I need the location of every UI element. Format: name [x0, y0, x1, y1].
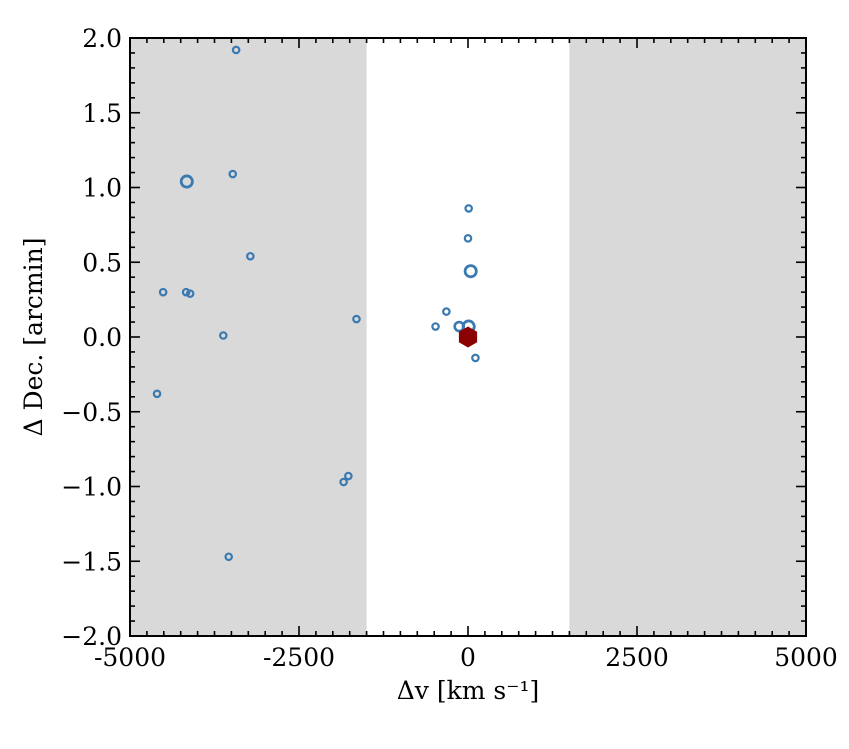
y-tick-label: 0.0: [82, 323, 122, 352]
tick-labels: -5000 -2500 0 2500 5000 −2.0 −1.5 −1.0 −0.5 0.0 0.…: [61, 24, 838, 672]
shaded-region-1: [130, 38, 367, 636]
scatter-point: [471, 353, 480, 363]
scatter-point: [431, 322, 440, 331]
scatter-point: [464, 204, 473, 213]
scatter-point: [228, 169, 238, 179]
shaded-region-2: [569, 38, 806, 636]
scatter-point: [339, 477, 348, 487]
scatter-point: [344, 471, 353, 481]
x-tick-label: -2500: [263, 643, 335, 672]
x-tick-label: 2500: [605, 643, 669, 672]
x-tick-label: 5000: [774, 643, 838, 672]
y-tick-label: 1.0: [82, 174, 122, 203]
y-axis-label: Δ Dec. [arcmin]: [19, 238, 48, 437]
y-tick-label: 0.5: [82, 248, 122, 277]
x-axis-label: Δv [km s⁻¹]: [397, 676, 539, 705]
scatter-point: [185, 289, 195, 298]
scatter-point: [463, 264, 478, 279]
y-tick-label: 1.5: [82, 99, 122, 128]
data-points: [152, 45, 480, 562]
y-tick-label: 2.0: [82, 24, 122, 53]
y-tick-label: −0.5: [61, 398, 122, 427]
scatter-point: [224, 552, 233, 562]
scatter-point: [158, 287, 168, 297]
x-tick-label: 0: [460, 643, 476, 672]
hexagon-marker: [458, 326, 478, 348]
scatter-point: [152, 389, 162, 399]
scatter-point: [231, 45, 241, 55]
y-tick-label: −1.5: [61, 547, 122, 576]
scatter-point: [218, 331, 228, 340]
shaded-regions: [130, 38, 806, 636]
scatter-point: [246, 251, 255, 261]
scatter-point: [181, 287, 191, 297]
scatter-point: [179, 174, 194, 189]
y-tick-label: −2.0: [61, 622, 122, 651]
scatter-point: [352, 314, 361, 324]
y-tick-label: −1.0: [61, 473, 122, 502]
scatter-point: [442, 307, 451, 316]
plot-frame: [129, 37, 807, 637]
x-tick-label: -5000: [94, 643, 166, 672]
scatter-point: [463, 234, 473, 243]
